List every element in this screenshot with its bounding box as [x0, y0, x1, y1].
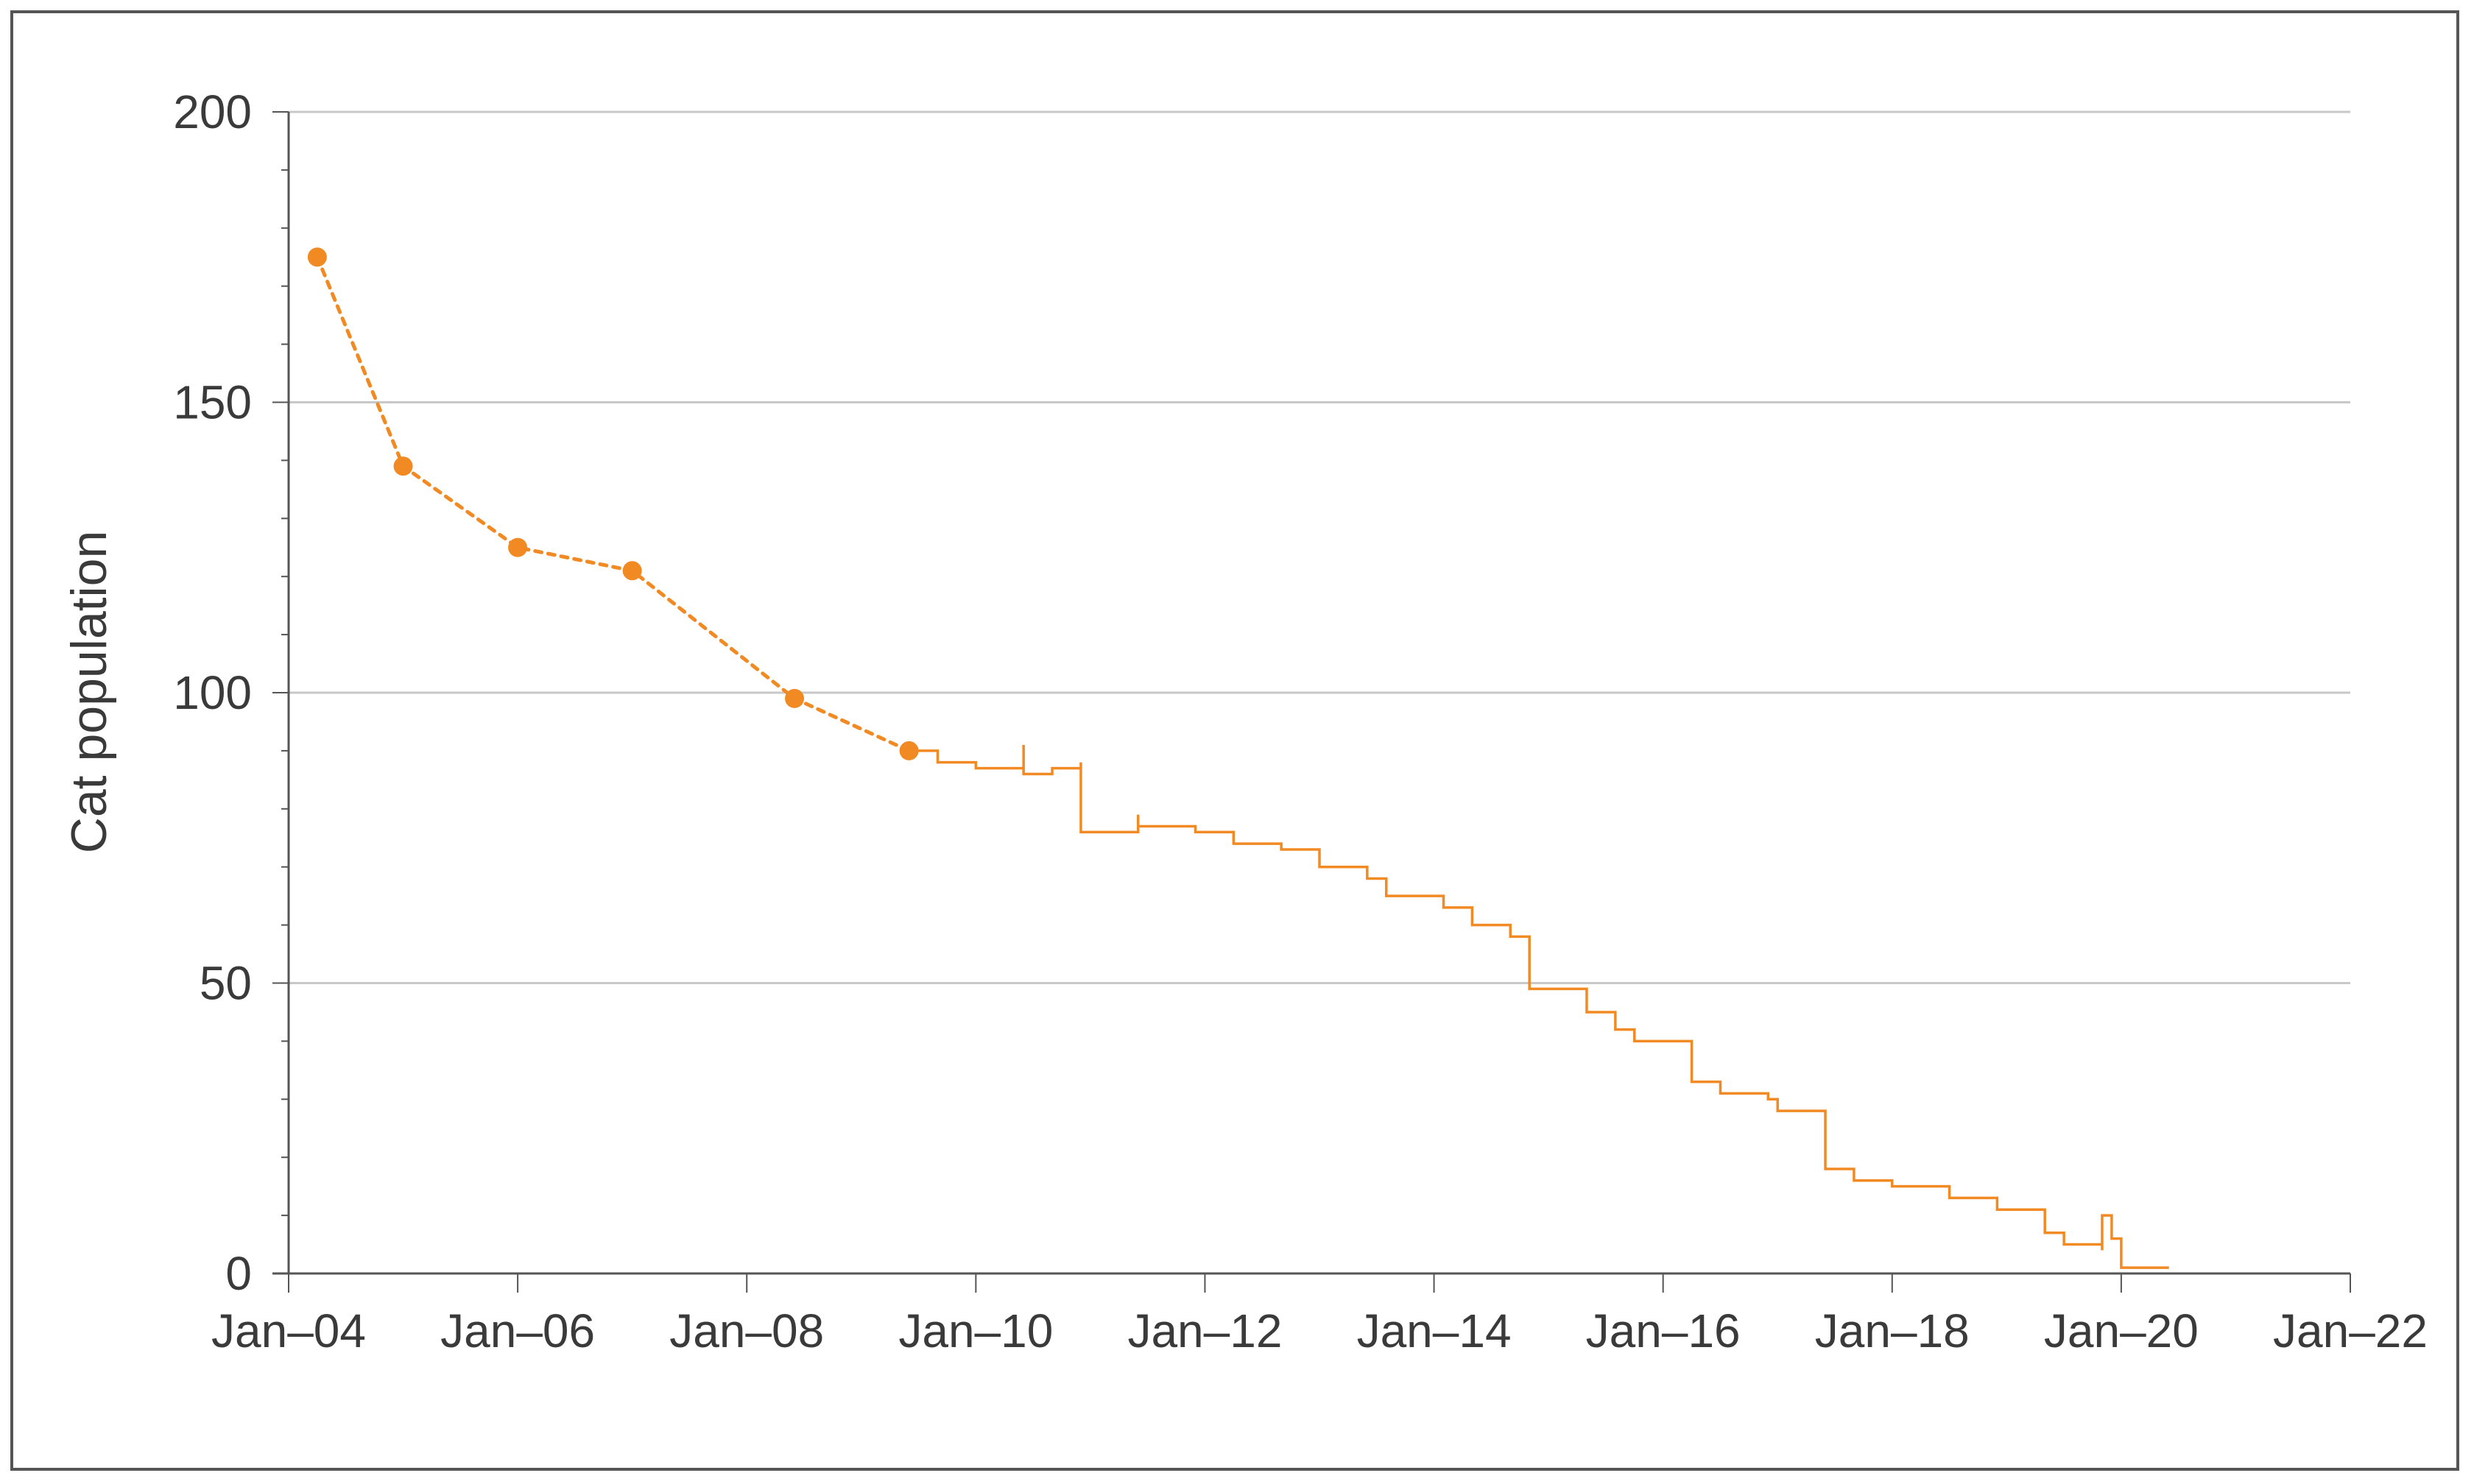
grid-lines [289, 110, 2350, 984]
x-tick-label: Jan–14 [1357, 1304, 1512, 1357]
data-point [622, 561, 642, 581]
axes [272, 111, 2351, 1293]
x-tick-label: Jan–08 [669, 1304, 824, 1357]
y-axis-title: Cat population [61, 531, 117, 854]
x-tick-label: Jan–22 [2273, 1304, 2428, 1357]
data-point [307, 247, 327, 267]
x-tick-label: Jan–06 [440, 1304, 595, 1357]
x-tick-label: Jan–12 [1127, 1304, 1282, 1357]
series [307, 247, 2169, 1269]
x-tick-label: Jan–16 [1586, 1304, 1741, 1357]
x-tick-label: Jan–18 [1815, 1304, 1970, 1357]
tick-labels: 0 50 100 150 200 Jan–04 Jan–06 Jan–08 Jan–10 Jan–… [173, 85, 2428, 1357]
y-tick-label: 0 [225, 1247, 252, 1300]
x-tick-label: Jan–04 [211, 1304, 366, 1357]
chart-frame [10, 10, 2459, 1471]
y-tick-label: 200 [173, 85, 252, 138]
x-tick-label: Jan–10 [898, 1304, 1053, 1357]
y-tick-label: 150 [173, 376, 252, 429]
data-point [785, 688, 805, 708]
x-tick-label: Jan–20 [2044, 1304, 2199, 1357]
y-tick-label: 100 [173, 666, 252, 719]
series-dotted-line [315, 255, 912, 753]
data-point [508, 537, 528, 557]
data-point [393, 456, 413, 476]
y-tick-label: 50 [200, 957, 252, 1010]
series-step-line [909, 745, 2169, 1269]
